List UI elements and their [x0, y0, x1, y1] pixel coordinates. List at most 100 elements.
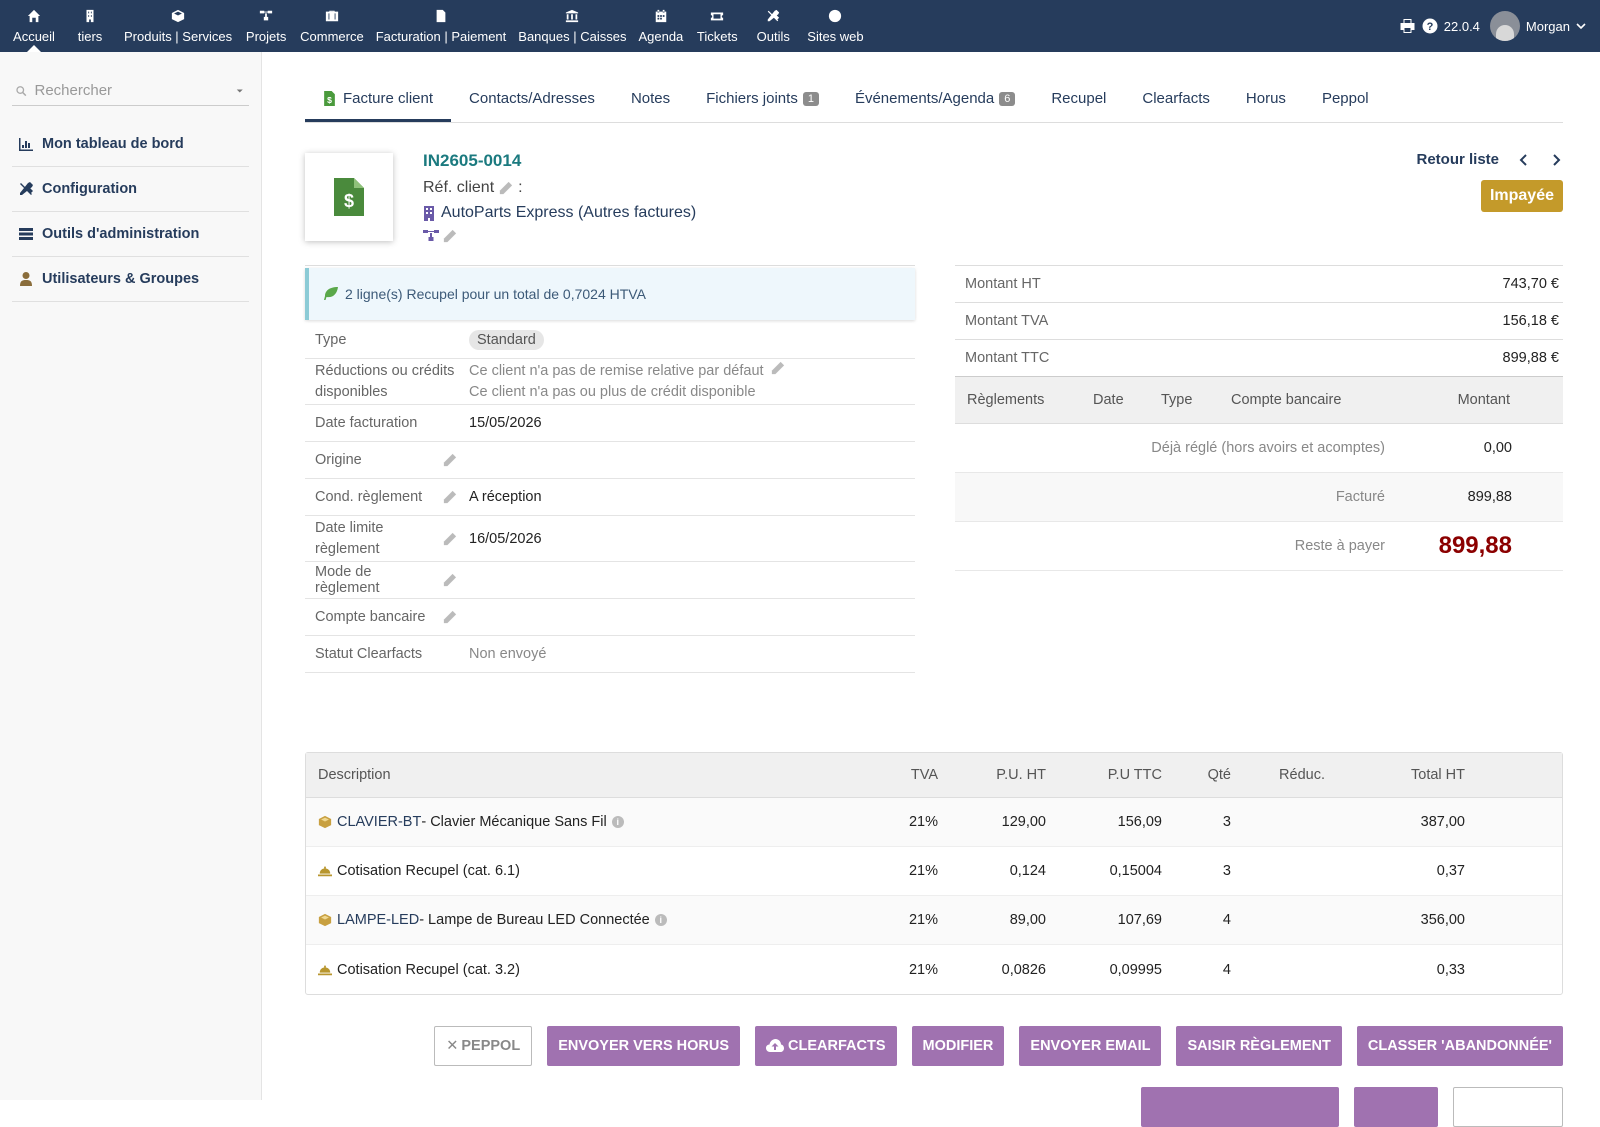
info-area: 2 ligne(s) Recupel pour un total de 0,70… [305, 253, 1563, 733]
field-value: 16/05/2026 [469, 530, 542, 547]
pencil-icon[interactable] [443, 229, 457, 243]
version-label: 22.0.4 [1443, 18, 1480, 34]
user-name[interactable]: Morgan [1525, 18, 1570, 34]
button-label: ENVOYER VERS HORUS [558, 1038, 730, 1054]
pay-label: Déjà réglé (hors avoirs et acomptes) [1151, 440, 1385, 456]
action-buttons: ✕ PEPPOL ENVOYER VERS HORUS CLEARFACTS M… [305, 1026, 1563, 1066]
col-header: Règlements [967, 392, 1045, 408]
chevron-right-icon[interactable] [1549, 153, 1563, 167]
main-content: $ Facture client Contacts/Adresses Notes… [305, 52, 1563, 733]
topnav-label: Sites web [807, 28, 864, 44]
avatar[interactable] [1489, 11, 1520, 41]
field-compte-bancaire: Compte bancaire [305, 599, 915, 636]
menu-configuration[interactable]: Configuration [12, 167, 249, 212]
pencil-icon[interactable] [443, 490, 457, 504]
cube-icon [318, 913, 332, 927]
field-label: Mode de règlement [315, 564, 380, 596]
modify-button[interactable]: MODIFIER [911, 1026, 1005, 1066]
enter-payment-button[interactable]: SAISIR RÈGLEMENT [1176, 1026, 1342, 1066]
tab-contacts[interactable]: Contacts/Adresses [451, 90, 613, 122]
tab-label: Notes [630, 90, 671, 107]
menu-users-groups[interactable]: Utilisateurs & Groupes [12, 257, 249, 302]
product-label: - Lampe de Bureau LED Connectée [419, 912, 650, 928]
topnav-agenda[interactable]: Agenda [632, 0, 689, 52]
chevron-down-icon[interactable] [1576, 21, 1586, 31]
send-email-button[interactable]: ENVOYER EMAIL [1019, 1026, 1162, 1066]
help-icon[interactable]: ? [1422, 18, 1438, 34]
cell-total: 0,37 [1436, 863, 1465, 879]
amount-label: Montant TVA [965, 313, 1049, 329]
field-label-wrap: Compte bancaire [305, 609, 469, 625]
table-row[interactable]: Cotisation Recupel (cat. 3.2) 21% 0,0826… [306, 945, 1562, 994]
topnav-accueil[interactable]: Accueil [6, 0, 62, 52]
button-label: CLEARFACTS [788, 1038, 886, 1054]
tab-peppol[interactable]: Peppol [1304, 90, 1387, 122]
print-icon[interactable] [1399, 18, 1416, 34]
table-row[interactable]: LAMPE-LED - Lampe de Bureau LED Connecté… [306, 896, 1562, 945]
col-header: Type [1161, 392, 1193, 408]
product-ref-link[interactable]: CLAVIER-BT [337, 814, 422, 830]
back-list-link[interactable]: Retour liste [1416, 151, 1499, 168]
topnav-projets[interactable]: Projets [238, 0, 294, 52]
other-invoices-link[interactable]: Autres factures [583, 204, 691, 221]
action-button-partial[interactable] [1354, 1087, 1438, 1127]
bank-icon [566, 9, 579, 22]
topnav-commerce[interactable]: Commerce [294, 0, 370, 52]
classify-abandoned-button[interactable]: CLASSER 'ABANDONNÉE' [1356, 1026, 1563, 1066]
reductions-value: Ce client n'a pas de remise relative par… [469, 361, 915, 403]
pencil-icon[interactable] [771, 361, 785, 375]
menu-label: Mon tableau de bord [42, 136, 184, 152]
search-input[interactable] [26, 81, 236, 100]
peppol-button[interactable]: ✕ PEPPOL [434, 1026, 533, 1066]
pencil-icon[interactable] [443, 573, 457, 587]
action-button-partial[interactable] [1453, 1087, 1563, 1127]
info-icon[interactable]: i [611, 816, 624, 828]
tab-clearfacts[interactable]: Clearfacts [1124, 90, 1228, 122]
info-icon[interactable]: i [654, 914, 667, 926]
topnav-outils[interactable]: Outils [745, 0, 801, 52]
action-button-partial[interactable] [1141, 1087, 1339, 1127]
caret-down-icon[interactable] [236, 87, 244, 95]
button-label: CLASSER 'ABANDONNÉE' [1367, 1038, 1552, 1054]
cell-total: 356,00 [1420, 912, 1465, 928]
col-header: Date [1093, 392, 1124, 408]
chevron-left-icon[interactable] [1517, 153, 1531, 167]
topnav-sites-web[interactable]: Sites web [801, 0, 869, 52]
invoice-ref: IN2605-0014 [423, 151, 522, 170]
topnav-tickets[interactable]: Tickets [689, 0, 745, 52]
send-horus-button[interactable]: ENVOYER VERS HORUS [547, 1026, 741, 1066]
topnav-tiers[interactable]: tiers [62, 0, 118, 52]
tab-notes[interactable]: Notes [613, 90, 688, 122]
tab-label: Clearfacts [1142, 90, 1210, 107]
sitemap-icon [260, 10, 273, 20]
sitemap-icon [423, 229, 439, 241]
table-row[interactable]: Cotisation Recupel (cat. 6.1) 21% 0,124 … [306, 847, 1562, 896]
product-label: Cotisation Recupel (cat. 3.2) [337, 961, 520, 978]
calendar-icon [655, 9, 667, 22]
menu-dashboard[interactable]: Mon tableau de bord [12, 122, 249, 167]
tab-horus[interactable]: Horus [1228, 90, 1304, 122]
clearfacts-button[interactable]: CLEARFACTS [755, 1026, 897, 1066]
cell-tva: 21% [908, 961, 938, 978]
menu-label: Utilisateurs & Groupes [42, 271, 200, 287]
thirdparty-link[interactable]: AutoParts Express [441, 204, 574, 221]
pencil-icon[interactable] [443, 532, 457, 546]
tab-evenements[interactable]: Événements/Agenda 6 [837, 90, 1033, 122]
reductions-line1: Ce client n'a pas de remise relative par… [469, 362, 764, 379]
pencil-icon[interactable] [443, 453, 457, 467]
col-header: Total HT [1411, 767, 1465, 783]
table-row[interactable]: CLAVIER-BT - Clavier Mécanique Sans Fil … [306, 798, 1562, 847]
tab-recupel[interactable]: Recupel [1033, 90, 1124, 122]
pencil-icon[interactable] [499, 181, 513, 195]
recupel-info-box: 2 ligne(s) Recupel pour un total de 0,70… [305, 268, 915, 320]
product-ref-link[interactable]: LAMPE-LED [337, 912, 420, 928]
pencil-icon[interactable] [443, 610, 457, 624]
tab-facture-client[interactable]: $ Facture client [305, 90, 452, 122]
svg-text:?: ? [1426, 21, 1433, 33]
tab-fichiers-joints[interactable]: Fichiers joints 1 [688, 90, 837, 122]
amount-ht: Montant HT 743,70 € [955, 265, 1563, 302]
topnav-produits[interactable]: Produits | Services [118, 0, 238, 52]
topnav-banques[interactable]: Banques | Caisses [512, 0, 632, 52]
menu-admin-tools[interactable]: Outils d'administration [12, 212, 249, 257]
topnav-facturation[interactable]: Facturation | Paiement [370, 0, 513, 52]
